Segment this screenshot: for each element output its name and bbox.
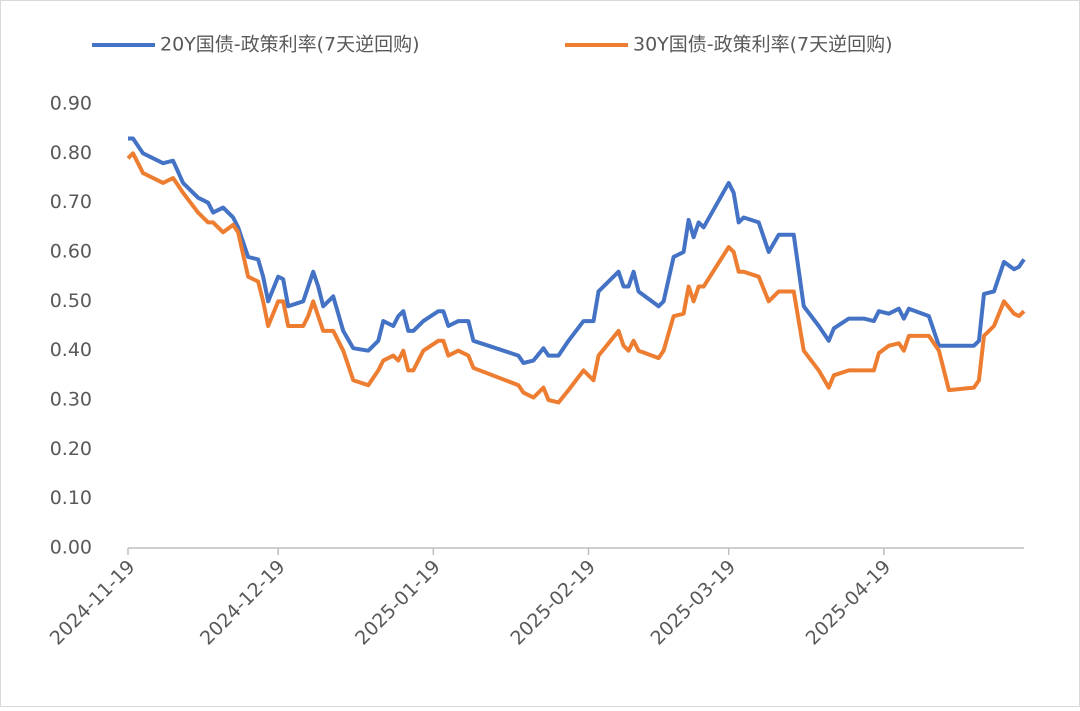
series-line — [128, 136, 1026, 365]
y-tick-label: 0.30 — [50, 389, 92, 411]
y-tick-label: 0.40 — [50, 339, 92, 361]
y-tick-label: 0.70 — [50, 191, 92, 213]
series-line — [126, 151, 1026, 405]
y-tick-label: 0.60 — [50, 241, 92, 263]
y-tick-label: 0.90 — [50, 93, 92, 115]
legend-label: 30Y国债-政策利率(7天逆回购) — [633, 34, 893, 56]
y-tick-label: 0.20 — [50, 438, 92, 460]
legend-label: 20Y国债-政策利率(7天逆回购) — [160, 34, 420, 56]
y-tick-label: 0.50 — [50, 290, 92, 312]
y-tick-label: 0.00 — [50, 537, 92, 559]
y-tick-label: 0.10 — [50, 487, 92, 509]
y-tick-label: 0.80 — [50, 142, 92, 164]
